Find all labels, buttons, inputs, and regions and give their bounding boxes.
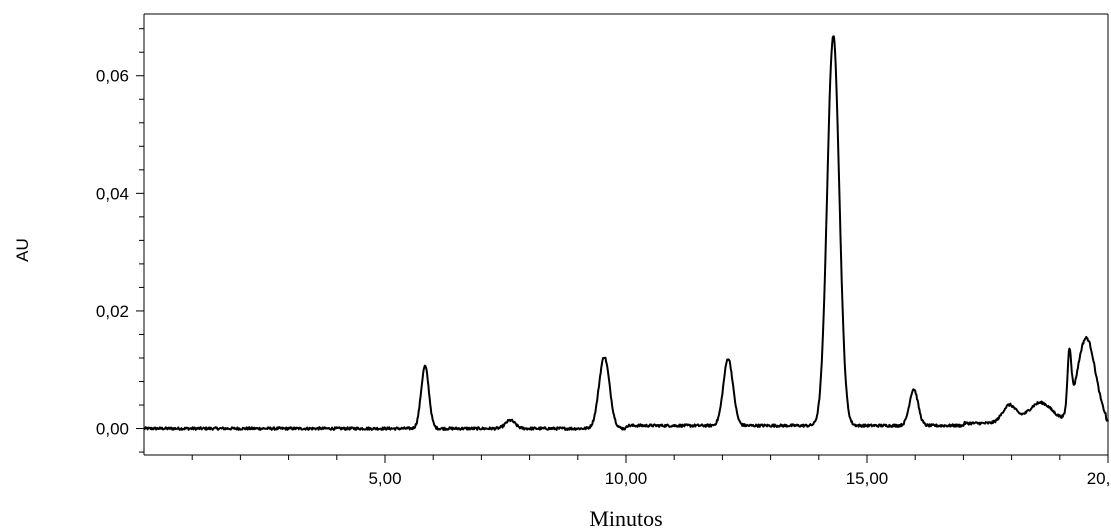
y-axis-label: AU bbox=[13, 238, 32, 262]
y-tick-label: 0,02 bbox=[96, 302, 129, 321]
chromatogram-trace bbox=[143, 35, 1109, 431]
y-tick-label: 0,04 bbox=[96, 184, 129, 203]
y-tick-label: 0,00 bbox=[96, 420, 129, 439]
x-tick-label: 20,00 bbox=[1087, 469, 1111, 488]
x-axis-label: Minutos bbox=[589, 506, 662, 531]
x-tick-label: 15,00 bbox=[846, 469, 889, 488]
x-tick-label: 10,00 bbox=[605, 469, 648, 488]
y-tick-label: 0,06 bbox=[96, 67, 129, 86]
x-tick-label: 5,00 bbox=[368, 469, 401, 488]
